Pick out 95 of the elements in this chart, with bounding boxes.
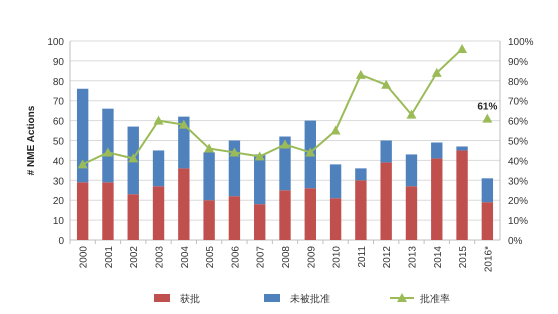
point — [330, 126, 341, 135]
y-tick-label: 0 — [58, 236, 64, 247]
y-tick-label: 10 — [52, 216, 64, 228]
y2-tick-label: 0% — [508, 236, 523, 247]
bar — [482, 178, 494, 202]
x-tick-label: 2002 — [129, 246, 140, 268]
y-tick-label: 90 — [52, 56, 64, 68]
point — [356, 70, 366, 79]
point — [254, 151, 265, 160]
point — [432, 68, 442, 77]
bar — [406, 154, 418, 186]
y-axis-title: # NME Actions — [26, 105, 37, 176]
bar — [254, 154, 266, 204]
bar — [330, 164, 342, 198]
bar — [228, 140, 240, 196]
bar — [355, 180, 367, 240]
bar — [254, 204, 266, 240]
x-tick-label: 2009 — [306, 246, 318, 268]
point — [154, 116, 164, 125]
bar — [482, 202, 494, 240]
x-tick-label: 2013 — [407, 246, 418, 268]
bar — [431, 158, 442, 240]
bar — [456, 150, 468, 240]
point — [381, 80, 392, 89]
y2-tick-label: 90% — [508, 56, 528, 68]
bar — [152, 186, 164, 240]
x-tick-label: 2004 — [180, 246, 191, 268]
bar — [178, 168, 190, 240]
y2-tick-label: 60% — [508, 116, 528, 128]
y-tick-label: 40 — [52, 156, 64, 168]
bar — [76, 182, 88, 240]
y2-tick-label: 30% — [508, 176, 528, 188]
bar — [355, 168, 367, 180]
y-tick-label: 30 — [52, 176, 64, 188]
bar — [102, 108, 114, 182]
bar — [406, 186, 418, 240]
point — [78, 159, 88, 168]
bar — [152, 150, 164, 186]
point — [280, 139, 290, 148]
bar — [456, 146, 468, 150]
y2-tick-label: 70% — [508, 96, 528, 108]
legend-label: 批准率 — [420, 293, 450, 305]
x-tick-label: 2005 — [205, 246, 216, 268]
bar — [304, 120, 316, 188]
bar — [431, 142, 442, 158]
x-tick-label: 2010 — [332, 246, 343, 268]
y-tick-label: 80 — [52, 76, 64, 88]
point — [102, 147, 113, 156]
bar — [128, 126, 139, 194]
x-tick-label: 2008 — [281, 246, 292, 268]
y2-tick-label: 40% — [508, 156, 528, 168]
bar — [330, 198, 342, 240]
bar — [304, 188, 316, 240]
x-tick-label: 2000 — [78, 246, 90, 268]
y-tick-label: 50 — [52, 136, 64, 148]
y2-tick-label: 20% — [508, 196, 528, 208]
bar — [279, 190, 291, 240]
x-tick-label: 2016* — [483, 246, 494, 272]
bar — [380, 162, 392, 240]
y2-tick-label: 10% — [508, 216, 528, 228]
y-tick-label: 60 — [52, 116, 64, 128]
point — [305, 147, 316, 156]
data-label: 61% — [477, 102, 498, 113]
bar — [102, 182, 114, 240]
point — [482, 114, 492, 123]
x-tick-label: 2014 — [432, 246, 444, 268]
x-tick-label: 2011 — [356, 246, 368, 268]
y-tick-label: 70 — [52, 96, 64, 108]
bar — [380, 140, 392, 162]
y2-tick-label: 80% — [508, 76, 528, 88]
y-tick-label: 100 — [47, 37, 64, 48]
x-tick-label: 2006 — [230, 246, 242, 268]
point — [229, 147, 240, 156]
bar — [279, 136, 291, 190]
bar — [178, 116, 190, 168]
point — [128, 153, 138, 162]
point — [457, 44, 468, 53]
x-tick-label: 2007 — [256, 246, 267, 268]
legend-label: 获批 — [180, 293, 200, 305]
x-tick-label: 2012 — [382, 246, 394, 268]
x-tick-label: 2015 — [458, 246, 470, 268]
bar — [128, 194, 139, 240]
point — [178, 120, 189, 129]
y2-tick-label: 100% — [508, 37, 534, 48]
point — [406, 110, 416, 119]
y2-tick-label: 50% — [508, 136, 528, 148]
x-tick-label: 2003 — [154, 246, 166, 268]
point — [204, 143, 214, 152]
bar — [203, 152, 215, 200]
x-tick-label: 2001 — [104, 246, 115, 268]
bar — [76, 88, 88, 182]
legend-label: 未被批准 — [290, 293, 330, 305]
bar — [228, 196, 240, 240]
y-tick-label: 20 — [52, 196, 64, 208]
bar — [203, 200, 215, 240]
